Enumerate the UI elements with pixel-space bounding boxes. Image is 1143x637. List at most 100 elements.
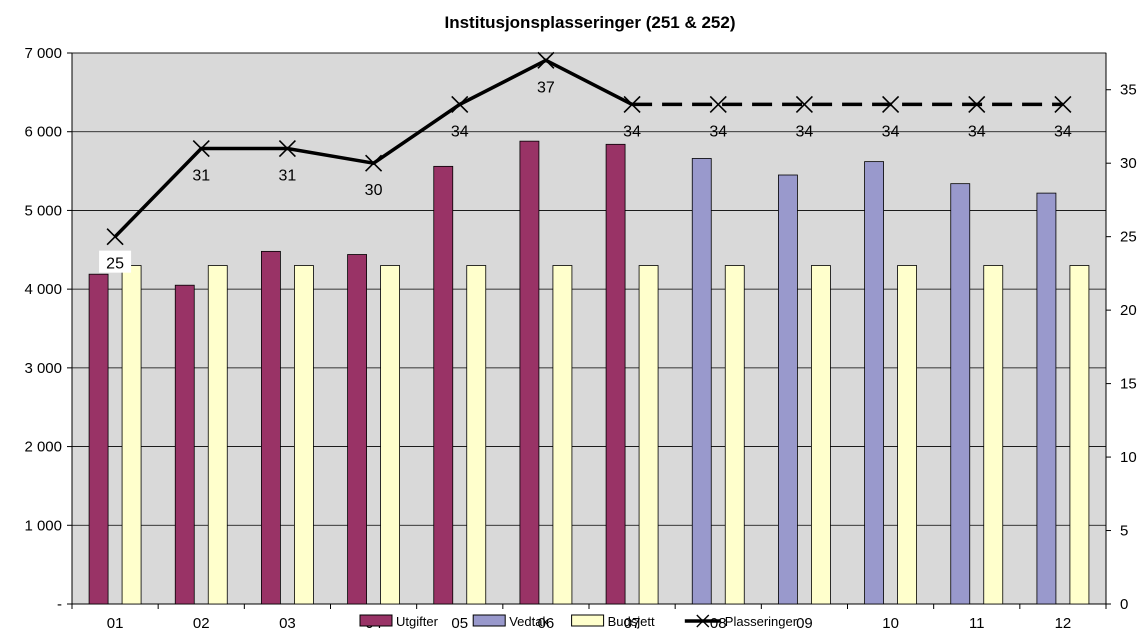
bar-vedtak: [864, 161, 884, 605]
x-axis-tick-label: 12: [1055, 615, 1072, 632]
legend-label: Budsjett: [608, 614, 655, 629]
marker-stroke: [709, 95, 727, 113]
left-axis-tick-label: 5 000: [24, 202, 62, 219]
left-axis-tick-label: 7 000: [24, 45, 62, 62]
bar-budsjett: [983, 265, 1004, 605]
plasseringer-data-label: 34: [709, 123, 727, 140]
x-axis-tick-label: 02: [193, 615, 210, 632]
marker-stroke: [106, 228, 124, 246]
plasseringer-data-label: 34: [623, 123, 641, 140]
left-axis-tick-label: 4 000: [24, 281, 62, 298]
bar-vedtak: [691, 158, 712, 605]
right-axis-tick-label: 15: [1120, 376, 1137, 393]
marker-stroke: [278, 139, 296, 158]
right-axis-tick-label: 0: [1120, 596, 1128, 613]
marker-stroke: [537, 51, 555, 69]
legend-swatch: [472, 614, 506, 627]
plasseringer-marker: [451, 95, 469, 113]
x-axis-tick-label: 05: [451, 615, 468, 632]
bar-budsjett: [1069, 265, 1090, 605]
marker-stroke: [882, 95, 900, 113]
legend-entry-plasseringer: Plasseringer: [684, 614, 798, 629]
x-axis-tick-label: 01: [107, 615, 124, 632]
x-axis-tick-label: 10: [882, 615, 899, 632]
plot-area: [71, 52, 1107, 605]
plasseringer-data-label: 34: [1054, 123, 1072, 140]
plasseringer-marker: [882, 95, 900, 113]
bar-utgifter: [519, 140, 540, 605]
plasseringer-marker: [365, 154, 383, 172]
legend-swatch-marker: [696, 614, 710, 628]
plasseringer-marker: [106, 228, 124, 246]
bar-budsjett: [638, 265, 659, 605]
bar-budsjett: [552, 265, 573, 605]
legend-entry-vedtak: Vedtak: [472, 614, 549, 629]
plasseringer-marker: [709, 95, 727, 113]
bar-budsjett: [724, 265, 745, 605]
right-axis-tick-label: 5: [1120, 523, 1128, 540]
bar-utgifter: [433, 165, 454, 605]
plasseringer-data-label: 34: [451, 123, 469, 140]
plasseringer-marker: [623, 95, 641, 113]
x-axis-tick-label: 06: [538, 615, 555, 632]
legend-swatch: [571, 614, 605, 627]
right-axis-tick-label: 20: [1120, 302, 1137, 319]
bar-utgifter: [605, 143, 626, 605]
bar-vedtak: [950, 183, 971, 605]
plasseringer-data-label: 30: [365, 182, 383, 199]
bar-budsjett: [466, 265, 487, 605]
bar-budsjett: [207, 265, 228, 605]
marker-stroke: [192, 139, 210, 158]
bar-budsjett: [294, 265, 314, 605]
x-axis-tick-label: 11: [969, 615, 985, 632]
bar-budsjett: [897, 265, 917, 605]
left-axis-tick-label: 2 000: [24, 439, 62, 456]
plasseringer-marker: [278, 139, 296, 158]
marker-stroke: [795, 95, 813, 113]
legend-swatch: [359, 614, 393, 627]
legend-label: Utgifter: [396, 614, 439, 629]
legend-entry-utgifter: Utgifter: [359, 614, 439, 629]
right-axis-tick-label: 25: [1120, 229, 1137, 246]
bar-utgifter: [174, 284, 195, 605]
left-axis-tick-label: 3 000: [24, 360, 62, 377]
marker-stroke: [968, 95, 986, 113]
plasseringer-data-label: 34: [796, 123, 814, 140]
plasseringer-data-label: 34: [968, 123, 986, 140]
legend-entry-budsjett: Budsjett: [571, 614, 655, 629]
chart-title: Institusjonsplasseringer (251 & 252): [445, 13, 736, 32]
plasseringer-marker: [1054, 95, 1072, 113]
right-axis-tick-label: 10: [1120, 449, 1137, 466]
marker-stroke: [365, 154, 383, 172]
plasseringer-data-label: 34: [882, 123, 900, 140]
legend-label: Plasseringer: [725, 614, 798, 629]
right-axis-tick-label: 35: [1120, 82, 1137, 99]
x-axis-tick-label: 03: [279, 615, 296, 632]
left-axis-tick-label: 1 000: [24, 517, 62, 534]
x-axis-tick-label: 09: [796, 615, 813, 632]
marker-stroke: [1054, 95, 1072, 113]
bar-utgifter: [347, 254, 367, 605]
plasseringer-marker: [192, 139, 210, 158]
left-axis-tick-label: 6 000: [24, 124, 62, 141]
plasseringer-data-label: 37: [537, 79, 555, 96]
bar-budsjett: [121, 265, 142, 605]
bar-budsjett: [380, 265, 400, 605]
marker-stroke: [451, 95, 469, 113]
plasseringer-marker: [795, 95, 813, 113]
legend-label: Vedtak: [509, 614, 549, 629]
plasseringer-marker: [968, 95, 986, 113]
bar-utgifter: [88, 273, 109, 605]
data-label-background: [99, 250, 132, 273]
x-axis-tick-label: 07: [624, 615, 641, 632]
bar-budsjett: [811, 265, 831, 605]
bar-utgifter: [261, 250, 281, 605]
plasseringer-marker: [537, 51, 555, 69]
left-axis-tick-label: -: [57, 596, 62, 613]
plasseringer-data-label: 31: [279, 168, 297, 185]
bar-vedtak: [1036, 192, 1057, 605]
plasseringer-data-label: 31: [192, 168, 210, 185]
marker-stroke: [623, 95, 641, 113]
